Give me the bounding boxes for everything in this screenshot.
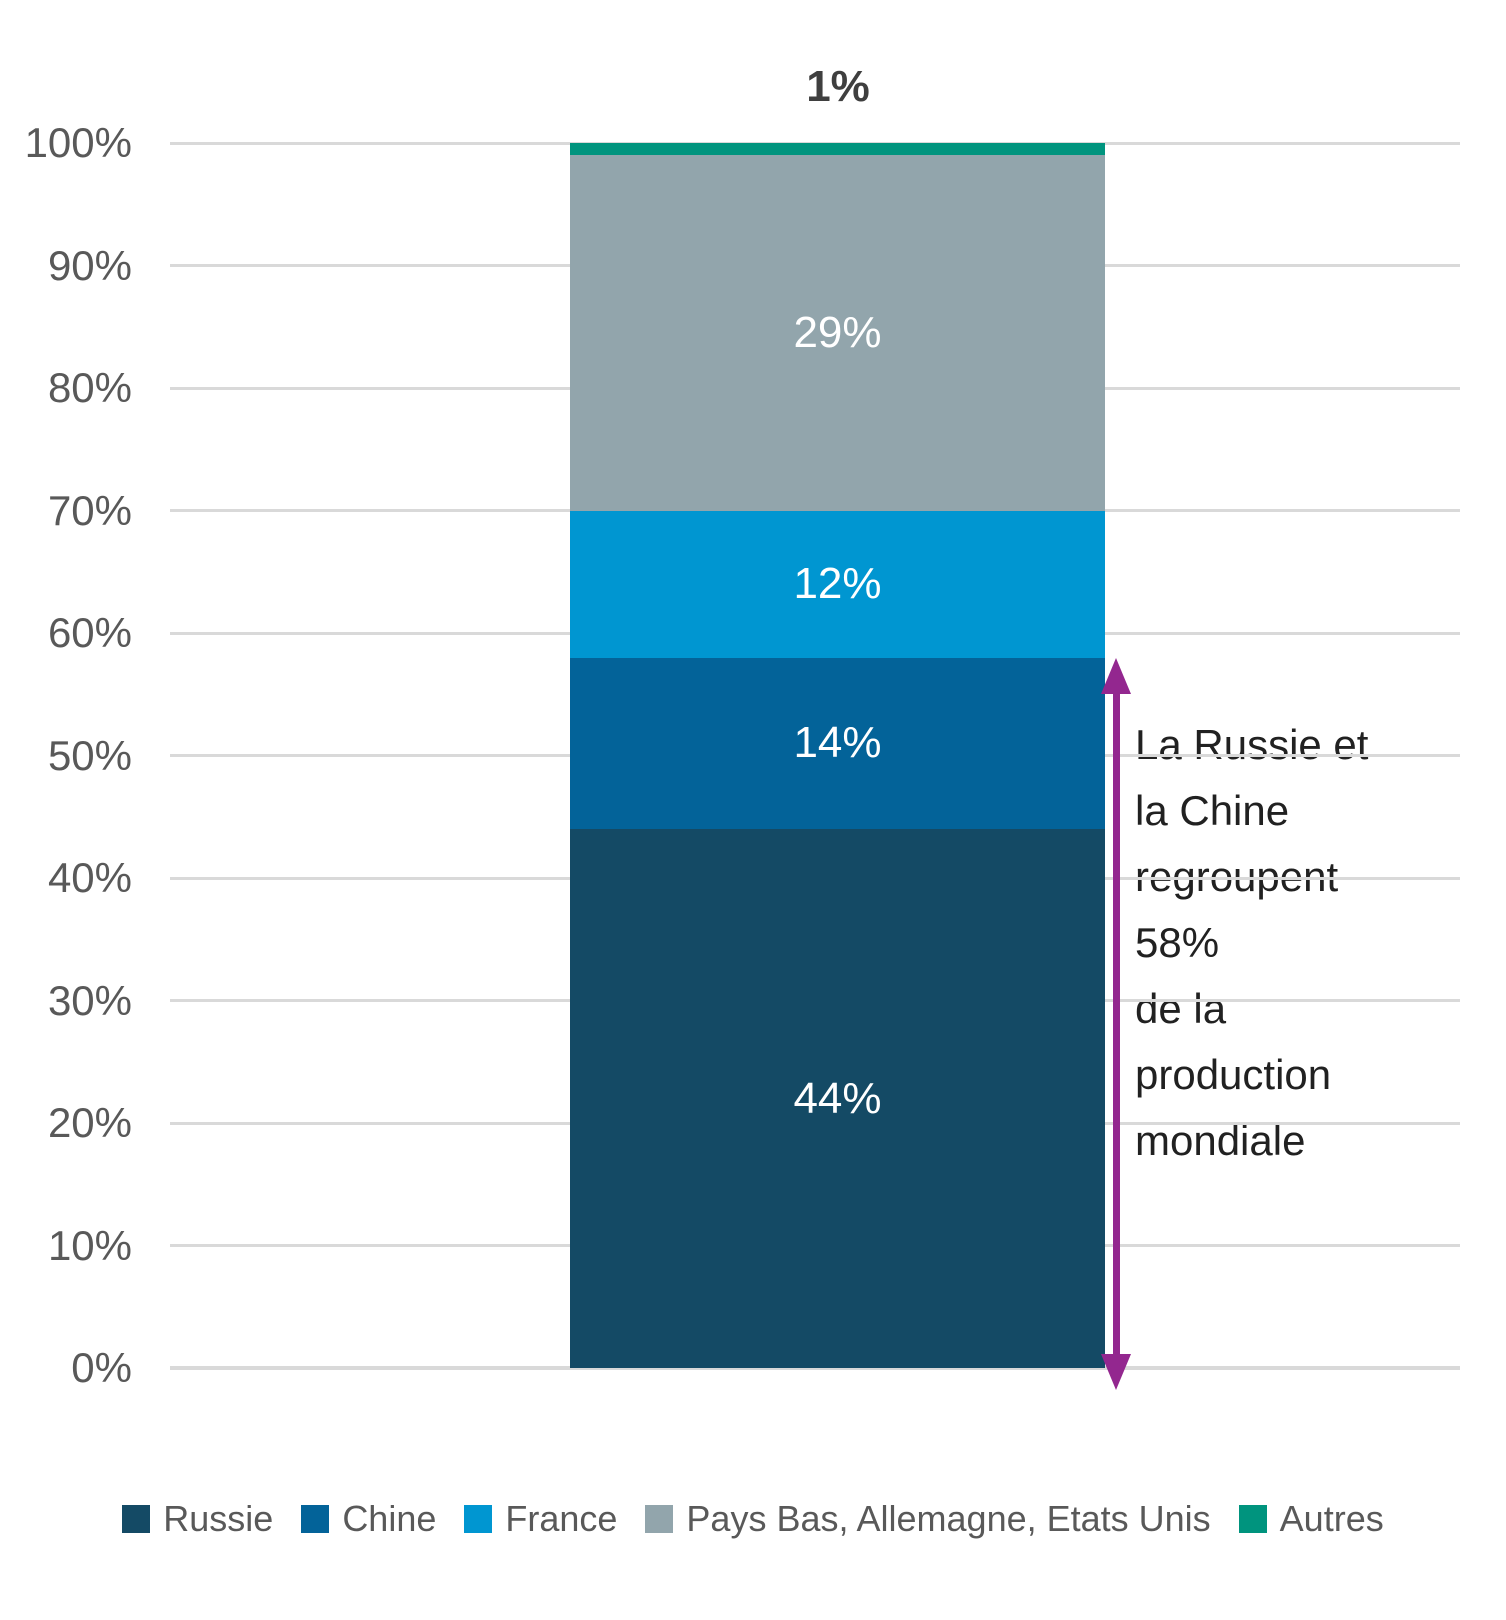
legend-item-pays-bas-allemagne-etats-unis: Pays Bas, Allemagne, Etats Unis bbox=[645, 1498, 1211, 1540]
legend-label: Autres bbox=[1279, 1498, 1384, 1539]
legend-label: France bbox=[505, 1498, 618, 1539]
legend-item-autres: Autres bbox=[1238, 1498, 1384, 1540]
data-label: 14% bbox=[793, 718, 882, 768]
legend: Russie Chine France Pays Bas, Allemagne, Et… bbox=[0, 1498, 1506, 1540]
data-label: 44% bbox=[793, 1073, 882, 1123]
bar-segment-autres-outside-label: 1% bbox=[806, 62, 870, 111]
bar-segment-france: 12% bbox=[570, 510, 1105, 658]
stacked-bar: 44% 14% 12% 29% bbox=[570, 143, 1105, 1368]
arrow-line bbox=[1113, 685, 1120, 1362]
y-axis-tick-label: 20% bbox=[47, 1099, 132, 1146]
bar-segment-autres bbox=[570, 143, 1105, 156]
arrow-down-head bbox=[1101, 1354, 1131, 1390]
y-axis-tick-label: 80% bbox=[47, 364, 132, 411]
y-axis-tick-label: 100% bbox=[24, 119, 132, 166]
y-axis-tick-label: 30% bbox=[47, 976, 132, 1024]
plot-area: 44% 14% 12% 29% bbox=[170, 141, 1460, 1390]
legend-label: Pays Bas, Allemagne, Etats Unis bbox=[686, 1498, 1211, 1539]
y-axis-tick-label: 0% bbox=[71, 1344, 132, 1391]
bar-segment-russie: 44% bbox=[570, 829, 1105, 1368]
y-axis-tick-label: 10% bbox=[47, 1221, 132, 1269]
data-label: 29% bbox=[793, 307, 882, 357]
bar-segment-pays-bas-allemagne-etats-unis: 29% bbox=[570, 155, 1105, 511]
legend-item-russie: Russie bbox=[122, 1498, 273, 1540]
legend-label: Chine bbox=[342, 1498, 437, 1539]
legend-swatch bbox=[464, 1505, 493, 1533]
legend-item-france: France bbox=[464, 1498, 617, 1540]
legend-item-chine: Chine bbox=[301, 1498, 436, 1540]
legend-label: Russie bbox=[163, 1498, 274, 1539]
y-axis-tick-label: 70% bbox=[47, 486, 132, 534]
y-axis-tick-label: 50% bbox=[47, 731, 132, 779]
data-label: 12% bbox=[793, 559, 882, 608]
y-axis-tick-label: 90% bbox=[47, 241, 132, 289]
annotation-text: La Russie et la Chine regroupent 58% de … bbox=[1135, 721, 1369, 1164]
legend-swatch bbox=[122, 1505, 151, 1533]
bar-segment-chine: 14% bbox=[570, 657, 1105, 829]
y-axis-tick-label: 40% bbox=[47, 854, 132, 901]
legend-swatch bbox=[645, 1505, 674, 1533]
span-arrow bbox=[170, 143, 1460, 1390]
legend-swatch bbox=[1238, 1505, 1267, 1533]
y-axis-tick-label: 60% bbox=[47, 609, 132, 656]
legend-swatch bbox=[301, 1505, 330, 1533]
